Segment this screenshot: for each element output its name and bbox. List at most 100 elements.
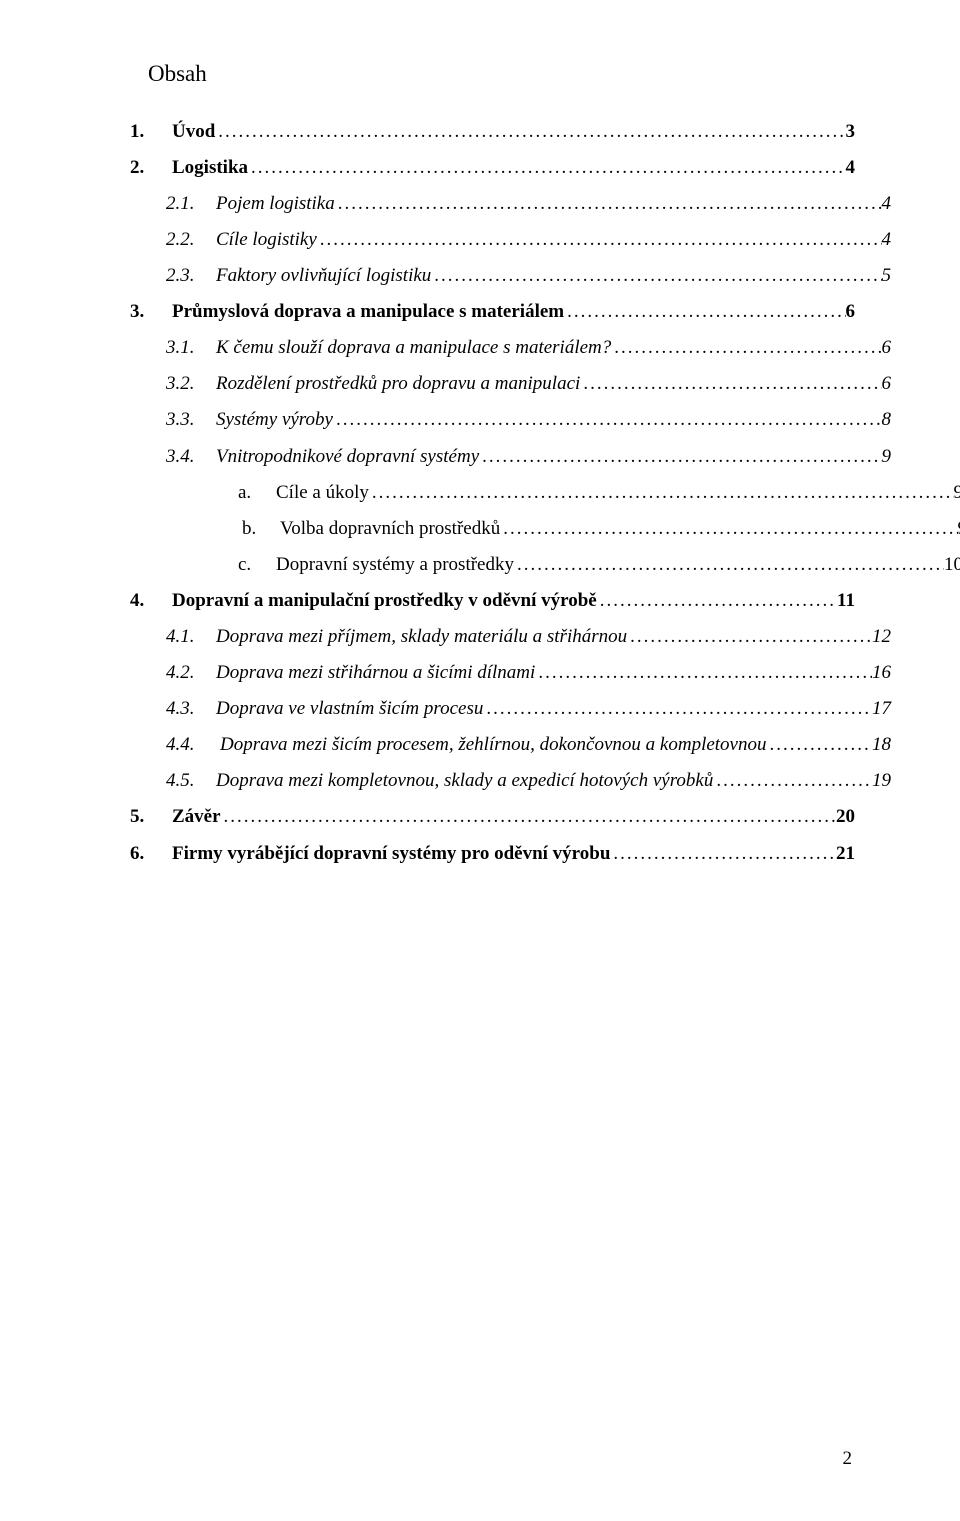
toc-dots: ........................................…	[221, 799, 836, 835]
toc-entry-label: 4.1.Doprava mezi příjmem, sklady materiá…	[166, 619, 627, 655]
toc-entry: 2.2.Cíle logistiky......................…	[166, 222, 891, 258]
toc-entry-page: 4	[882, 222, 892, 258]
toc-entry: 2.3.Faktory ovlivňující logistiku.......…	[166, 258, 891, 294]
toc-entry-label: 4.4.Doprava mezi šicím procesem, žehlírn…	[166, 727, 767, 763]
toc-dots: ........................................…	[335, 186, 882, 222]
toc-entry-number: 3.2.	[166, 366, 216, 402]
toc-entry-text: Pojem logistika	[216, 193, 335, 214]
toc-entry-label: 2.1.Pojem logistika	[166, 186, 335, 222]
toc-entry-page: 4	[846, 150, 856, 186]
toc-entry-page: 5	[882, 258, 892, 294]
toc-entry: 2.Logistika.............................…	[130, 150, 855, 186]
toc-entry-page: 4	[882, 186, 892, 222]
toc-entry-label: a.Cíle a úkoly	[238, 475, 369, 511]
toc-entry-text: Úvod	[172, 121, 215, 142]
toc-entry-label: 6.Firmy vyrábějící dopravní systémy pro …	[130, 836, 610, 872]
toc-entry-page: 17	[872, 691, 891, 727]
toc-entry-page: 19	[872, 763, 891, 799]
toc-entry-number: 2.2.	[166, 222, 216, 258]
toc-entry-label: 5.Závěr	[130, 799, 221, 835]
toc-entry-page: 10	[944, 547, 960, 583]
toc-entry: 4.4.Doprava mezi šicím procesem, žehlírn…	[166, 727, 891, 763]
toc-entry-label: 4.Dopravní a manipulační prostředky v od…	[130, 583, 597, 619]
toc-entry-number: b.	[242, 511, 280, 547]
toc-entry: 3.1.K čemu slouží doprava a manipulace s…	[166, 330, 891, 366]
toc-entry: 4.Dopravní a manipulační prostředky v od…	[130, 583, 855, 619]
toc-entry-text: Logistika	[172, 157, 248, 178]
toc-dots: ........................................…	[713, 763, 872, 799]
page-number: 2	[843, 1441, 853, 1477]
toc-entry-page: 6	[846, 294, 856, 330]
toc-entry: 4.2.Doprava mezi střihárnou a šicími díl…	[166, 655, 891, 691]
toc-entry-label: 2.2.Cíle logistiky	[166, 222, 317, 258]
toc-entry-text: Systémy výroby	[216, 409, 333, 430]
toc-entry: 6.Firmy vyrábějící dopravní systémy pro …	[130, 836, 855, 872]
toc-entry-text: Závěr	[172, 806, 221, 827]
toc-entry-number: 3.4.	[166, 439, 216, 475]
toc-entry-text: Doprava mezi příjmem, sklady materiálu a…	[216, 626, 627, 647]
toc-dots: ........................................…	[514, 547, 944, 583]
toc-entry-text: Vnitropodnikové dopravní systémy	[216, 446, 479, 467]
toc-entry-text: Dopravní systémy a prostředky	[276, 554, 514, 575]
toc-entry-number: 6.	[130, 836, 172, 872]
toc-entry-number: 3.1.	[166, 330, 216, 366]
toc-entry: 3.3.Systémy výroby......................…	[166, 402, 891, 438]
toc-entry-text: Cíle logistiky	[216, 229, 317, 250]
toc-entry-number: 4.4.	[166, 727, 220, 763]
toc-dots: ........................................…	[500, 511, 957, 547]
toc-dots: ........................................…	[431, 258, 881, 294]
toc-title: Obsah	[148, 52, 855, 96]
toc-entry-page: 20	[836, 799, 855, 835]
toc-entry-text: Volba dopravních prostředků	[280, 518, 500, 539]
toc-entry-number: c.	[238, 547, 276, 583]
toc-entry-text: Faktory ovlivňující logistiku	[216, 265, 431, 286]
toc-dots: ........................................…	[248, 150, 845, 186]
toc-entry-label: 1.Úvod	[130, 114, 215, 150]
toc-entry: 3.4.Vnitropodnikové dopravní systémy....…	[166, 439, 891, 475]
toc-dots: ........................................…	[317, 222, 882, 258]
toc-entry-label: 3.Průmyslová doprava a manipulace s mate…	[130, 294, 564, 330]
toc-entry-label: 3.2.Rozdělení prostředků pro dopravu a m…	[166, 366, 580, 402]
toc-entry-label: 4.5.Doprava mezi kompletovnou, sklady a …	[166, 763, 713, 799]
toc-dots: ........................................…	[215, 114, 845, 150]
toc-dots: ........................................…	[369, 475, 954, 511]
toc-entry-number: a.	[238, 475, 276, 511]
toc-entry-text: Doprava mezi šicím procesem, žehlírnou, …	[220, 734, 767, 755]
toc-entry-label: 3.1.K čemu slouží doprava a manipulace s…	[166, 330, 611, 366]
toc-entry-page: 9	[954, 475, 960, 511]
toc-entry-text: Doprava ve vlastním šicím procesu	[216, 698, 483, 719]
toc-entry-text: Průmyslová doprava a manipulace s materi…	[172, 301, 564, 322]
toc-entry-number: 4.3.	[166, 691, 216, 727]
toc-dots: ........................................…	[610, 836, 836, 872]
toc-dots: ........................................…	[564, 294, 845, 330]
toc-entry-number: 3.3.	[166, 402, 216, 438]
toc-entry-label: 3.4.Vnitropodnikové dopravní systémy	[166, 439, 479, 475]
toc-entry: 2.1.Pojem logistika.....................…	[166, 186, 891, 222]
toc-dots: ........................................…	[333, 402, 882, 438]
toc-dots: ........................................…	[627, 619, 872, 655]
toc-entry-label: 2.Logistika	[130, 150, 248, 186]
toc-entry-label: 3.3.Systémy výroby	[166, 402, 333, 438]
toc-entry: 4.3.Doprava ve vlastním šicím procesu...…	[166, 691, 891, 727]
toc-entry: a.Cíle a úkoly..........................…	[238, 475, 960, 511]
toc-entry-number: 1.	[130, 114, 172, 150]
toc-entry-label: c.Dopravní systémy a prostředky	[238, 547, 514, 583]
toc-entry-number: 4.5.	[166, 763, 216, 799]
toc-dots: ........................................…	[535, 655, 872, 691]
toc-dots: ........................................…	[611, 330, 881, 366]
toc-entry-text: K čemu slouží doprava a manipulace s mat…	[216, 337, 611, 358]
toc-entry-number: 4.1.	[166, 619, 216, 655]
toc-entry-page: 18	[872, 727, 891, 763]
toc-entry-number: 4.	[130, 583, 172, 619]
toc-dots: ........................................…	[767, 727, 873, 763]
toc-entry-text: Cíle a úkoly	[276, 482, 369, 503]
toc-entry-page: 8	[882, 402, 892, 438]
toc-entry-page: 9	[882, 439, 892, 475]
toc-entry: c.Dopravní systémy a prostředky.........…	[238, 547, 960, 583]
toc-entry-number: 5.	[130, 799, 172, 835]
toc-entry-text: Dopravní a manipulační prostředky v oděv…	[172, 590, 597, 611]
toc-entry-label: b.Volba dopravních prostředků	[242, 511, 500, 547]
toc-entry-number: 2.	[130, 150, 172, 186]
toc-dots: ........................................…	[580, 366, 881, 402]
toc-entry-page: 3	[846, 114, 856, 150]
